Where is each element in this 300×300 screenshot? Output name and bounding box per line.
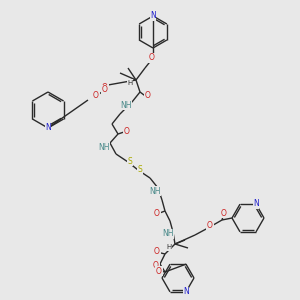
Text: O: O bbox=[156, 266, 162, 275]
Text: O: O bbox=[154, 248, 160, 256]
Text: O: O bbox=[149, 53, 155, 62]
Text: NH: NH bbox=[162, 230, 174, 238]
Text: O: O bbox=[153, 262, 159, 271]
Text: N: N bbox=[253, 200, 259, 208]
Text: N: N bbox=[45, 124, 51, 133]
Text: O: O bbox=[124, 127, 130, 136]
Text: N: N bbox=[183, 287, 189, 296]
Text: O: O bbox=[221, 208, 227, 217]
Text: NH: NH bbox=[98, 142, 110, 152]
Text: NH: NH bbox=[120, 100, 132, 109]
Text: O: O bbox=[207, 221, 213, 230]
Text: S: S bbox=[128, 157, 132, 166]
Text: O: O bbox=[154, 209, 160, 218]
Text: O: O bbox=[93, 92, 99, 100]
Text: N: N bbox=[150, 11, 156, 20]
Text: O: O bbox=[102, 85, 108, 94]
Text: S: S bbox=[138, 166, 142, 175]
Text: H: H bbox=[128, 80, 133, 86]
Text: H: H bbox=[167, 244, 172, 250]
Text: O: O bbox=[145, 92, 151, 100]
Text: O: O bbox=[102, 83, 108, 92]
Text: NH: NH bbox=[149, 187, 161, 196]
